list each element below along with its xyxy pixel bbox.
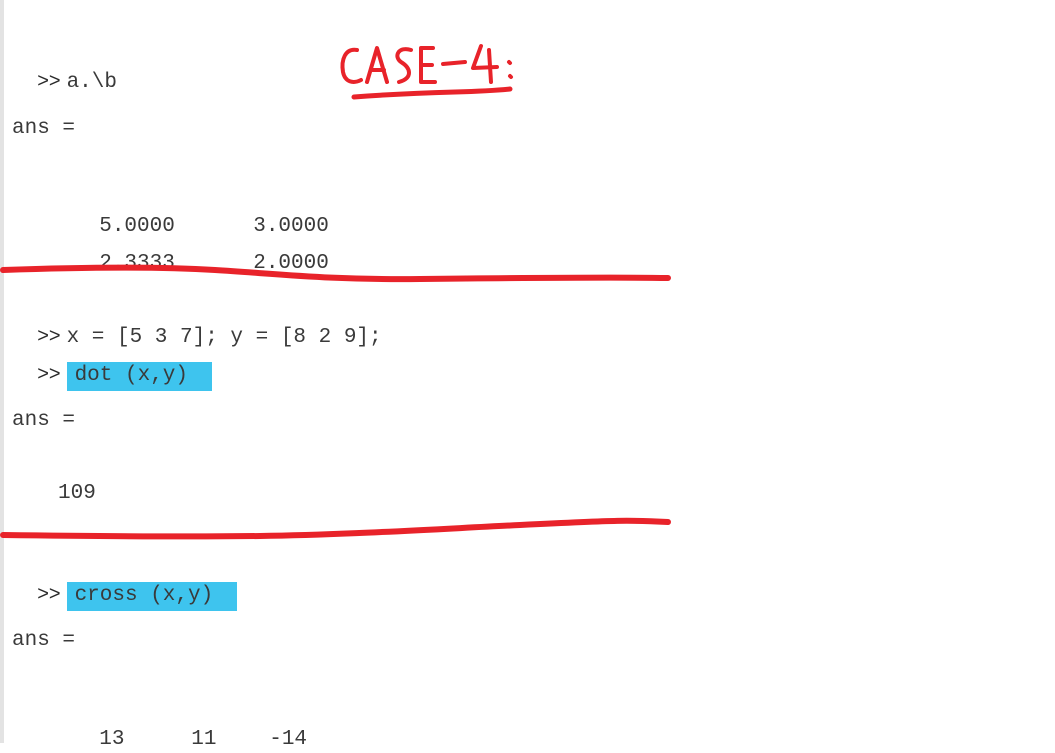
separator-line-2	[0, 517, 671, 540]
command-prompt: >>	[37, 325, 61, 347]
result-value: 3.0000	[253, 215, 329, 238]
case-label	[340, 44, 513, 84]
result-value: 13	[99, 728, 125, 751]
highlighted-command: cross (x,y)	[66, 582, 238, 611]
command-prompt: >>	[37, 583, 61, 605]
command-line-1[interactable]: >> a.\b	[12, 42, 117, 96]
ans-label-2: ans =	[12, 409, 76, 432]
result-scalar: 109	[58, 482, 96, 505]
command-line-2[interactable]: >> x = [5 3 7]; y = [8 2 9];	[12, 297, 382, 351]
result-value: 11	[191, 728, 217, 751]
command-text: a.\b	[66, 71, 117, 94]
highlighted-command: dot (x,y)	[66, 362, 212, 391]
console-left-border	[0, 0, 4, 743]
result-row-1: 5.0000 3.0000	[74, 188, 329, 240]
result-row-2: 2.3333 2.0000	[74, 225, 329, 277]
result-value: 5.0000	[99, 215, 175, 238]
command-line-3[interactable]: >> dot (x,y)	[12, 335, 212, 391]
command-text: x = [5 3 7]; y = [8 2 9];	[66, 326, 382, 349]
result-row-3: 13 11 -14	[74, 701, 307, 753]
result-value: 2.0000	[253, 252, 329, 275]
command-prompt: >>	[37, 70, 61, 92]
command-line-4[interactable]: >> cross (x,y)	[12, 555, 238, 611]
result-value: -14	[269, 728, 308, 751]
command-prompt: >>	[37, 363, 61, 385]
result-value: 2.3333	[99, 252, 175, 275]
ans-label-3: ans =	[12, 629, 76, 652]
ans-label-1: ans =	[12, 117, 76, 140]
